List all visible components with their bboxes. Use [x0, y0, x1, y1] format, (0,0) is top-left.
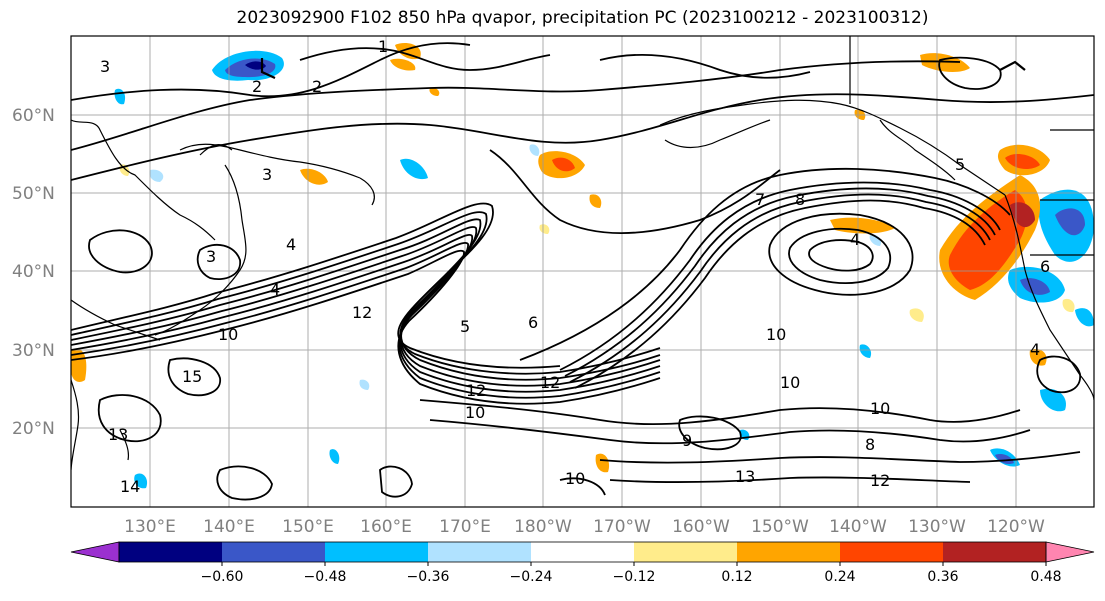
- contour-label: 5: [460, 317, 470, 336]
- contour-label: 10: [565, 469, 585, 488]
- coastlines: [71, 36, 1094, 471]
- colorbar-blocks: [70, 541, 1095, 563]
- latitude-labels: 60°N 50°N 40°N 30°N 20°N: [12, 106, 55, 439]
- contour-label: 12: [870, 471, 890, 490]
- lon-label: 160°W: [672, 517, 730, 537]
- colorbar-block: [325, 542, 428, 562]
- colorbar-outline: [118, 541, 1047, 563]
- lon-label: 170°E: [439, 517, 491, 537]
- contour-label: 13: [108, 425, 128, 444]
- contour-label: 15: [182, 367, 202, 386]
- contour-label: 2: [312, 77, 322, 96]
- colorbar-block: [428, 542, 531, 562]
- map-frame: [70, 35, 1095, 508]
- contour-label: 12: [352, 303, 372, 322]
- colorbar-tick-label: −0.24: [510, 569, 553, 585]
- colorbar-block: [222, 542, 325, 562]
- contour-label: 5: [955, 155, 965, 174]
- lat-label: 40°N: [12, 262, 55, 282]
- colorbar-tick-label: 0.36: [927, 569, 958, 585]
- lat-label: 20°N: [12, 419, 55, 439]
- contour-label: 4: [850, 230, 860, 249]
- colorbar-tick-label: −0.48: [304, 569, 347, 585]
- contour-labels: 1 2 2 3 3 3 4 4 5 5 6 6 7 8 8 9 10 10 10…: [100, 37, 1050, 496]
- colorbar-block: [840, 542, 943, 562]
- contour-label: 10: [218, 325, 238, 344]
- lat-label: 50°N: [12, 184, 55, 204]
- contour-label: 10: [766, 325, 786, 344]
- contour-label: 4: [270, 280, 280, 299]
- colorbar-tick-label: 0.12: [721, 569, 752, 585]
- lon-label: 140°W: [829, 517, 887, 537]
- contour-label: 10: [870, 399, 890, 418]
- contour-label: 7: [755, 190, 765, 209]
- qvapor-contours: [71, 42, 1094, 501]
- lat-label: 60°N: [12, 106, 55, 126]
- lon-label: 120°W: [987, 517, 1045, 537]
- colorbar-ticks: −0.60 −0.48 −0.36 −0.24 −0.12 0.12 0.24 0.36 0.4…: [201, 562, 1062, 585]
- contour-label: 12: [466, 381, 486, 400]
- contour-label: 1: [378, 37, 388, 56]
- contour-label: 4: [1030, 340, 1040, 359]
- colorbar-block: [119, 542, 222, 562]
- map-title: 2023092900 F102 850 hPa qvapor, precipit…: [236, 8, 929, 28]
- contour-label: 10: [465, 403, 485, 422]
- contour-label: 6: [1040, 257, 1050, 276]
- lat-label: 30°N: [12, 341, 55, 361]
- contour-label: 4: [286, 235, 296, 254]
- colorbar-extend-low: [70, 541, 120, 563]
- contour-label: 10: [780, 373, 800, 392]
- lon-label: 130°W: [908, 517, 966, 537]
- colorbar-block: [943, 542, 1046, 562]
- colorbar-tick-label: −0.12: [613, 569, 656, 585]
- colorbar-tick-label: −0.60: [201, 569, 244, 585]
- contour-label: 3: [262, 165, 272, 184]
- lon-label: 150°W: [751, 517, 809, 537]
- longitude-labels: 130°E 140°E 150°E 160°E 170°E 180°W 170°…: [124, 517, 1045, 537]
- map-content: [71, 36, 1094, 507]
- colorbar: −0.60 −0.48 −0.36 −0.24 −0.12 0.12 0.24 0.36 0.4…: [70, 541, 1095, 585]
- contour-label: 9: [682, 431, 692, 450]
- lon-label: 150°E: [282, 517, 334, 537]
- region-boundaries: [260, 58, 1026, 79]
- contour-label: 3: [206, 247, 216, 266]
- colorbar-block: [634, 542, 737, 562]
- lon-label: 160°E: [360, 517, 412, 537]
- colorbar-block: [737, 542, 840, 562]
- contour-label: 3: [100, 57, 110, 76]
- colorbar-tick-label: 0.24: [824, 569, 855, 585]
- colorbar-block: [531, 542, 634, 562]
- contour-label: 8: [865, 435, 875, 454]
- contour-label: 2: [252, 77, 262, 96]
- lon-label: 130°E: [124, 517, 176, 537]
- contour-label: 12: [540, 373, 560, 392]
- contour-label: 14: [120, 477, 140, 496]
- colorbar-tick-label: −0.36: [407, 569, 450, 585]
- lon-label: 180°W: [514, 517, 572, 537]
- contour-label: 13: [735, 467, 755, 486]
- colorbar-tick-label: 0.48: [1030, 569, 1061, 585]
- contour-label: 8: [795, 190, 805, 209]
- contour-label: 6: [528, 313, 538, 332]
- lon-label: 140°E: [203, 517, 255, 537]
- lon-label: 170°W: [593, 517, 651, 537]
- colorbar-extend-high: [1045, 541, 1095, 563]
